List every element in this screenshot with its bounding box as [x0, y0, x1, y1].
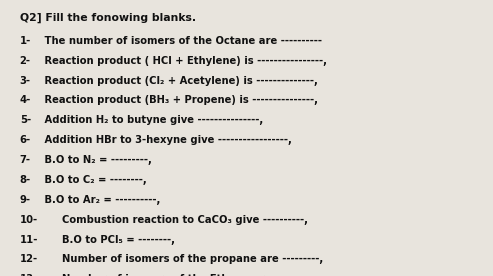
- Text: 11-: 11-: [20, 235, 38, 245]
- Text: Number of isomers of the Ethane are ------,: Number of isomers of the Ethane are ----…: [48, 274, 304, 276]
- Text: 8-: 8-: [20, 175, 31, 185]
- Text: B.O to C₂ = --------,: B.O to C₂ = --------,: [41, 175, 147, 185]
- Text: 7-: 7-: [20, 155, 31, 165]
- Text: 9-: 9-: [20, 195, 31, 205]
- Text: Reaction product (Cl₂ + Acetylene) is --------------,: Reaction product (Cl₂ + Acetylene) is --…: [41, 76, 318, 86]
- Text: Addition HBr to 3-hexyne give -----------------,: Addition HBr to 3-hexyne give ----------…: [41, 135, 292, 145]
- Text: B.O to N₂ = ---------,: B.O to N₂ = ---------,: [41, 155, 152, 165]
- Text: Combustion reaction to CaCO₃ give ----------,: Combustion reaction to CaCO₃ give ------…: [48, 215, 308, 225]
- Text: Addition H₂ to butyne give ---------------,: Addition H₂ to butyne give -------------…: [41, 115, 264, 125]
- Text: The number of isomers of the Octane are ----------: The number of isomers of the Octane are …: [41, 36, 322, 46]
- Text: 13-: 13-: [20, 274, 38, 276]
- Text: B.O to Ar₂ = ----------,: B.O to Ar₂ = ----------,: [41, 195, 161, 205]
- Text: Number of isomers of the propane are ---------,: Number of isomers of the propane are ---…: [48, 254, 323, 264]
- Text: 1-: 1-: [20, 36, 31, 46]
- Text: 6-: 6-: [20, 135, 31, 145]
- Text: Q2] Fill the fonowing blanks.: Q2] Fill the fonowing blanks.: [20, 12, 196, 23]
- Text: 3-: 3-: [20, 76, 31, 86]
- Text: 2-: 2-: [20, 56, 31, 66]
- Text: 5-: 5-: [20, 115, 31, 125]
- Text: 12-: 12-: [20, 254, 38, 264]
- Text: 4-: 4-: [20, 95, 31, 105]
- Text: 10-: 10-: [20, 215, 38, 225]
- Text: Reaction product (BH₃ + Propene) is ---------------,: Reaction product (BH₃ + Propene) is ----…: [41, 95, 318, 105]
- Text: Reaction product ( HCl + Ethylene) is ----------------,: Reaction product ( HCl + Ethylene) is --…: [41, 56, 327, 66]
- Text: B.O to PCl₅ = --------,: B.O to PCl₅ = --------,: [48, 235, 176, 245]
